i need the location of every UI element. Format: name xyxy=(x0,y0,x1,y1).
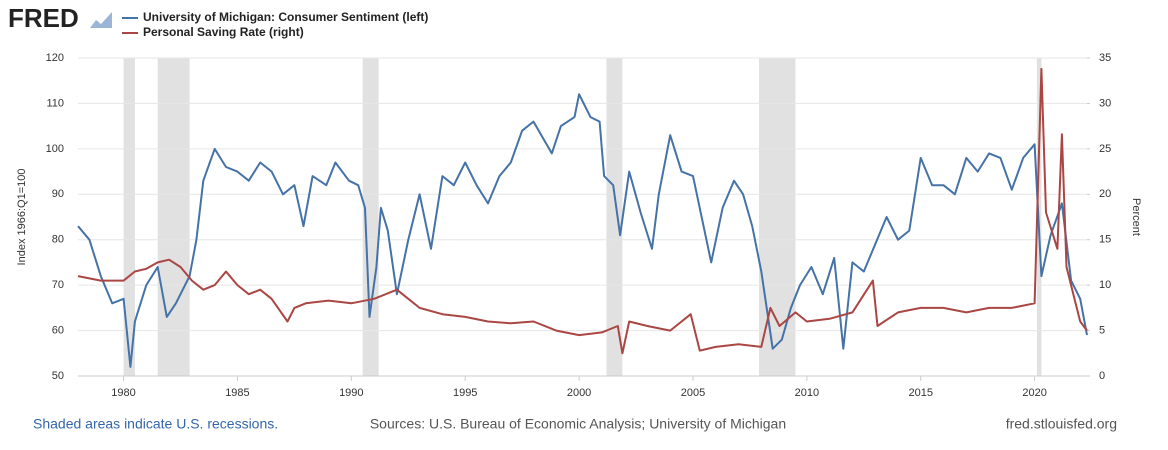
y2-tick-label: 20 xyxy=(1099,188,1111,200)
x-tick-label: 1990 xyxy=(339,387,363,399)
y-axis-title: Index 1966:Q1=100 xyxy=(16,169,28,266)
y-tick-label: 90 xyxy=(52,188,64,200)
y2-tick-label: 25 xyxy=(1099,143,1111,155)
x-tick-label: 2000 xyxy=(567,387,591,399)
x-tick-label: 2015 xyxy=(908,387,932,399)
legend-label: Personal Saving Rate (right) xyxy=(143,25,304,39)
logo-icon xyxy=(90,12,112,28)
x-tick-label: 1985 xyxy=(225,387,249,399)
x-tick-label: 2020 xyxy=(1022,387,1046,399)
y2-tick-label: 30 xyxy=(1099,97,1111,109)
x-tick-label: 2010 xyxy=(795,387,819,399)
recession-band xyxy=(759,58,796,376)
x-tick-label: 1980 xyxy=(111,387,135,399)
y-tick-label: 80 xyxy=(52,234,64,246)
series-line xyxy=(77,67,1088,355)
y-tick-label: 60 xyxy=(52,324,64,336)
y2-tick-label: 10 xyxy=(1099,279,1111,291)
x-tick-label: 1995 xyxy=(453,387,477,399)
y2-tick-label: 35 xyxy=(1099,52,1111,64)
y-tick-label: 120 xyxy=(46,52,64,64)
y-tick-label: 110 xyxy=(46,97,64,109)
y-tick-label: 70 xyxy=(52,279,64,291)
series-line xyxy=(77,93,1088,368)
y-tick-label: 100 xyxy=(46,143,64,155)
x-tick-label: 2005 xyxy=(681,387,705,399)
y-tick-label: 50 xyxy=(52,370,64,382)
y2-axis-title: Percent xyxy=(1130,198,1142,236)
y2-tick-label: 15 xyxy=(1099,234,1111,246)
recession-band xyxy=(157,58,190,376)
footer-sources: Sources: U.S. Bureau of Economic Analysi… xyxy=(370,416,786,432)
recession-band xyxy=(362,58,379,376)
footer-site: fred.stlouisfed.org xyxy=(1006,416,1117,432)
recession-band xyxy=(606,58,623,376)
y2-tick-label: 0 xyxy=(1099,370,1105,382)
recession-band xyxy=(123,58,135,376)
legend-label: University of Michigan: Consumer Sentime… xyxy=(143,10,428,24)
y2-tick-label: 5 xyxy=(1099,324,1105,336)
footer-note[interactable]: Shaded areas indicate U.S. recessions. xyxy=(33,416,278,432)
logo: FRED xyxy=(8,3,79,33)
